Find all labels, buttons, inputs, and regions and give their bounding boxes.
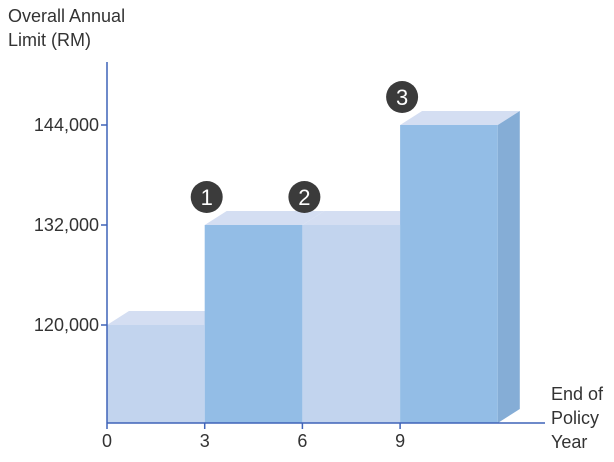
step-marker-badge xyxy=(190,181,223,213)
x-tick-label: 3 xyxy=(200,431,210,451)
bar xyxy=(204,225,303,423)
x-tick-label: 9 xyxy=(395,431,405,451)
bar-top-face xyxy=(204,211,325,225)
x-axis-title: End of Policy Year xyxy=(551,384,604,452)
x-tick-label: 6 xyxy=(297,431,307,451)
step-marker-badge xyxy=(386,81,419,113)
bar xyxy=(400,125,498,423)
y-tick-label: 132,000 xyxy=(34,215,99,235)
y-axis-title: Overall Annual Limit (RM) xyxy=(8,6,126,50)
bar xyxy=(302,225,401,423)
bar xyxy=(107,325,205,423)
bar-top-face xyxy=(107,311,227,325)
bar-side-face xyxy=(497,111,520,423)
step-marker-badge xyxy=(288,181,321,213)
step-marker-label: 2 xyxy=(298,185,310,210)
bar-top-face xyxy=(302,211,423,225)
bar-top-face xyxy=(400,111,520,125)
y-tick-label: 120,000 xyxy=(34,315,99,335)
step-marker-label: 1 xyxy=(201,185,213,210)
y-tick-label: 144,000 xyxy=(34,115,99,135)
x-tick-label: 0 xyxy=(102,431,112,451)
step-marker-label: 3 xyxy=(396,85,408,110)
